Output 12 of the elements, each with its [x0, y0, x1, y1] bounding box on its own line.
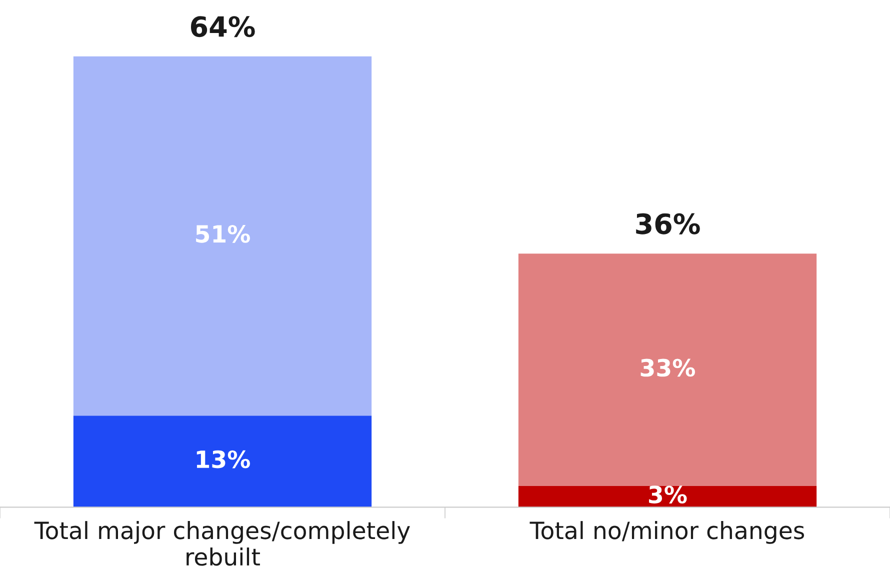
- x-tick-label: Total major changes/completely rebuilt: [34, 521, 410, 566]
- bar: [73, 416, 372, 508]
- bar: [518, 486, 817, 508]
- bar: [73, 56, 372, 416]
- x-tick-label: Total no/minor changes: [530, 521, 804, 544]
- total-label: 36%: [636, 213, 700, 234]
- bar: [518, 254, 817, 486]
- total-label: 64%: [190, 16, 255, 38]
- data-label: 13%: [196, 450, 250, 468]
- data-label: 51%: [196, 224, 250, 243]
- data-label: 3%: [649, 486, 687, 504]
- data-label: 33%: [640, 358, 696, 377]
